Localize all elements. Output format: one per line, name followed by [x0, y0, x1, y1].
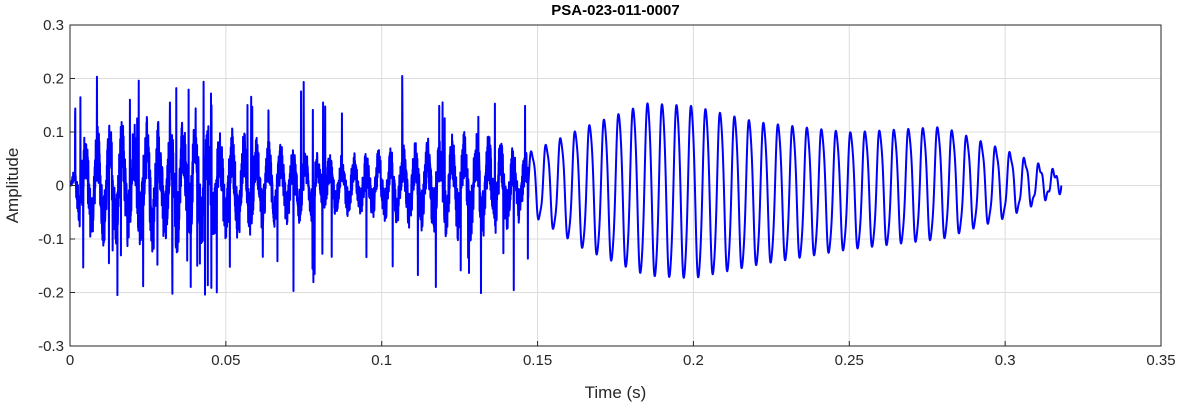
y-tick-label: -0.1 [38, 231, 64, 248]
chart-title: PSA-023-011-0007 [551, 2, 680, 19]
x-tick-label: 0.25 [835, 352, 864, 369]
x-axis: 0 0.05 0.1 0.15 0.2 0.25 0.3 0.35 [66, 341, 1176, 369]
x-tick-label: 0.05 [211, 352, 240, 369]
y-axis: -0.3 -0.2 -0.1 0 0.1 0.2 0.3 [38, 17, 75, 355]
y-tick-label: 0.1 [43, 124, 64, 141]
x-tick-label: 0.35 [1146, 352, 1175, 369]
x-tick-label: 0.15 [523, 352, 552, 369]
plot-area [69, 75, 1063, 297]
y-tick-label: -0.3 [38, 338, 64, 355]
y-tick-label: 0 [56, 178, 64, 195]
x-tick-label: 0.1 [371, 352, 392, 369]
x-axis-label: Time (s) [585, 383, 647, 402]
y-axis-label: Amplitude [3, 148, 22, 224]
x-tick-label: 0.3 [995, 352, 1016, 369]
x-tick-label: 0.2 [683, 352, 704, 369]
y-tick-label: -0.2 [38, 285, 64, 302]
y-tick-label: 0.2 [43, 71, 64, 88]
y-tick-label: 0.3 [43, 17, 64, 34]
x-tick-label: 0 [66, 352, 74, 369]
waveform-series-line [69, 75, 1063, 297]
